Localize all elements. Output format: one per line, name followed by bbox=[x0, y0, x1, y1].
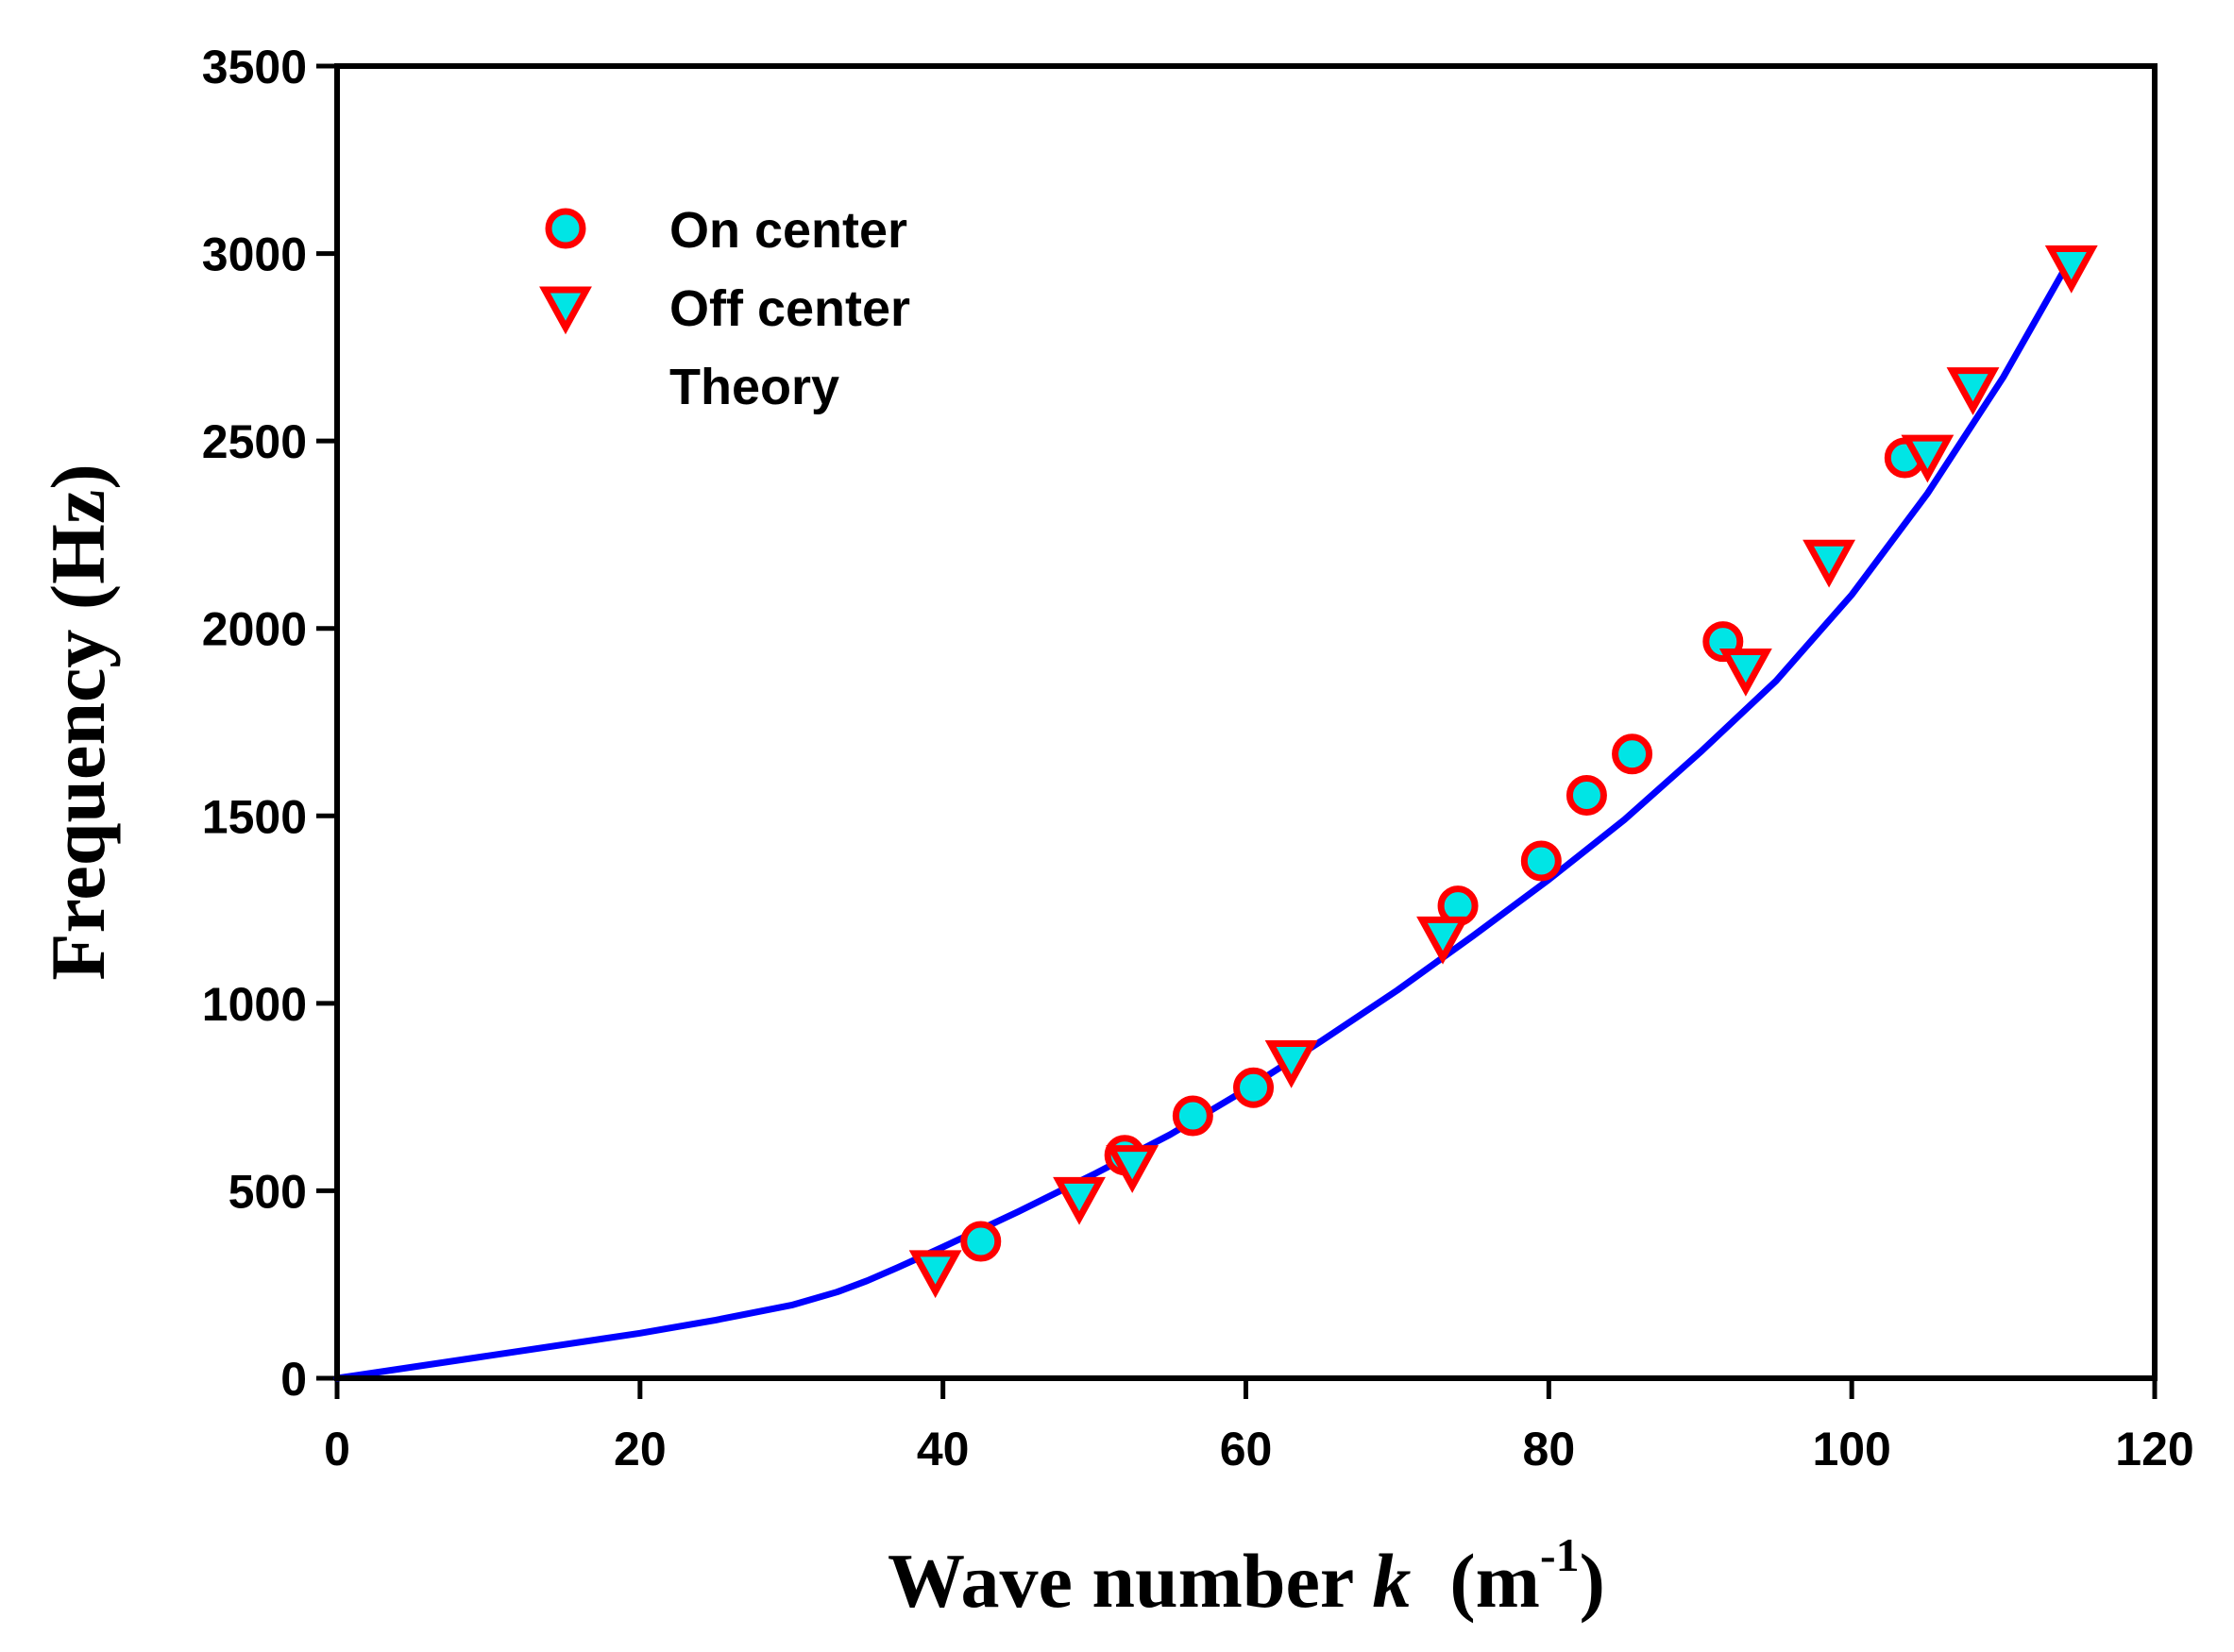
legend-marker-off-center bbox=[539, 286, 592, 335]
tick-labels: 0 20 40 60 80 100 120 0 500 1000 1500 2000 2500 3000 3… bbox=[202, 41, 2194, 1475]
off-center-point bbox=[1718, 648, 1772, 697]
y-tick-label: 2500 bbox=[202, 415, 307, 468]
legend-label-off-center: Off center bbox=[669, 280, 910, 337]
x-tick-label: 0 bbox=[324, 1423, 350, 1475]
on-center-point bbox=[1233, 1067, 1275, 1108]
off-center-point bbox=[1901, 434, 1955, 483]
off-center-point bbox=[1106, 1145, 1159, 1193]
off-center-point bbox=[1053, 1176, 1106, 1225]
on-center-point bbox=[1612, 733, 1653, 775]
y-tick-label: 500 bbox=[228, 1165, 307, 1218]
y-tick-label: 3000 bbox=[202, 228, 307, 281]
on-center-point bbox=[1172, 1095, 1213, 1137]
x-tick-label: 80 bbox=[1523, 1423, 1576, 1475]
off-center-point bbox=[1946, 367, 2000, 415]
x-axis-title-unit-sup: -1 bbox=[1540, 1528, 1580, 1581]
legend-marker-on-center bbox=[545, 208, 586, 249]
on-center-point bbox=[960, 1221, 1002, 1262]
x-axis-title-unit-close: ) bbox=[1580, 1538, 1605, 1624]
x-axis-title-var: k bbox=[1372, 1538, 1411, 1624]
y-tick-label: 1000 bbox=[202, 978, 307, 1031]
y-tick-label: 0 bbox=[280, 1353, 307, 1406]
y-tick-label: 1500 bbox=[202, 790, 307, 843]
x-axis-title-unit-open: (m bbox=[1411, 1538, 1540, 1624]
y-axis-title: Frequency (Hz) bbox=[35, 464, 121, 980]
x-axis-title: Wave number k (m-1) bbox=[888, 1528, 1605, 1624]
axis-ticks bbox=[316, 63, 2158, 1399]
legend-label-on-center: On center bbox=[669, 202, 907, 259]
x-tick-label: 20 bbox=[614, 1423, 667, 1475]
theory-series bbox=[333, 254, 2075, 1382]
off-center-point bbox=[1416, 916, 1469, 965]
off-center-point bbox=[1264, 1039, 1318, 1088]
off-center-point bbox=[2044, 245, 2098, 294]
x-tick-label: 40 bbox=[917, 1423, 970, 1475]
on-center-point bbox=[1565, 774, 1607, 816]
data-markers bbox=[908, 245, 2098, 1299]
x-tick-label: 100 bbox=[1812, 1423, 1890, 1475]
theory-line bbox=[333, 254, 2075, 1382]
x-tick-label: 120 bbox=[2115, 1423, 2193, 1475]
legend: On center Off center Theory bbox=[539, 202, 910, 415]
x-tick-label: 60 bbox=[1220, 1423, 1273, 1475]
x-axis-title-prefix: Wave number bbox=[888, 1538, 1372, 1624]
y-tick-label: 2000 bbox=[202, 603, 307, 656]
y-tick-label: 3500 bbox=[202, 41, 307, 93]
on-center-point bbox=[1520, 840, 1562, 882]
legend-label-theory: Theory bbox=[669, 359, 839, 415]
plot-frame bbox=[334, 63, 2158, 1381]
off-center-point bbox=[908, 1250, 962, 1299]
off-center-point bbox=[1802, 539, 1856, 588]
